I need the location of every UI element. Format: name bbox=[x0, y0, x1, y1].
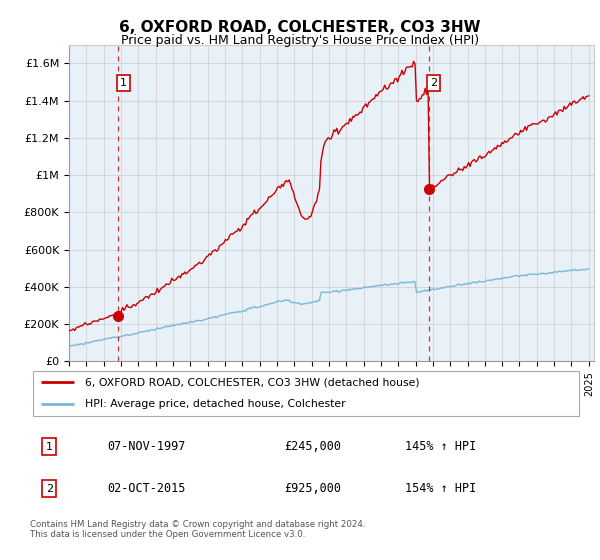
FancyBboxPatch shape bbox=[33, 371, 579, 416]
Text: 02-OCT-2015: 02-OCT-2015 bbox=[107, 482, 185, 495]
Text: Price paid vs. HM Land Registry's House Price Index (HPI): Price paid vs. HM Land Registry's House … bbox=[121, 34, 479, 46]
Text: HPI: Average price, detached house, Colchester: HPI: Average price, detached house, Colc… bbox=[85, 399, 346, 409]
Text: 2: 2 bbox=[430, 78, 437, 88]
Text: 07-NOV-1997: 07-NOV-1997 bbox=[107, 440, 185, 453]
Text: £245,000: £245,000 bbox=[284, 440, 341, 453]
Text: 6, OXFORD ROAD, COLCHESTER, CO3 3HW: 6, OXFORD ROAD, COLCHESTER, CO3 3HW bbox=[119, 20, 481, 35]
Text: 1: 1 bbox=[120, 78, 127, 88]
Text: 145% ↑ HPI: 145% ↑ HPI bbox=[406, 440, 476, 453]
Text: 1: 1 bbox=[46, 442, 53, 451]
Text: 154% ↑ HPI: 154% ↑ HPI bbox=[406, 482, 476, 495]
Text: 2: 2 bbox=[46, 484, 53, 493]
Text: 6, OXFORD ROAD, COLCHESTER, CO3 3HW (detached house): 6, OXFORD ROAD, COLCHESTER, CO3 3HW (det… bbox=[85, 377, 420, 388]
Text: Contains HM Land Registry data © Crown copyright and database right 2024.
This d: Contains HM Land Registry data © Crown c… bbox=[30, 520, 365, 539]
Text: £925,000: £925,000 bbox=[284, 482, 341, 495]
